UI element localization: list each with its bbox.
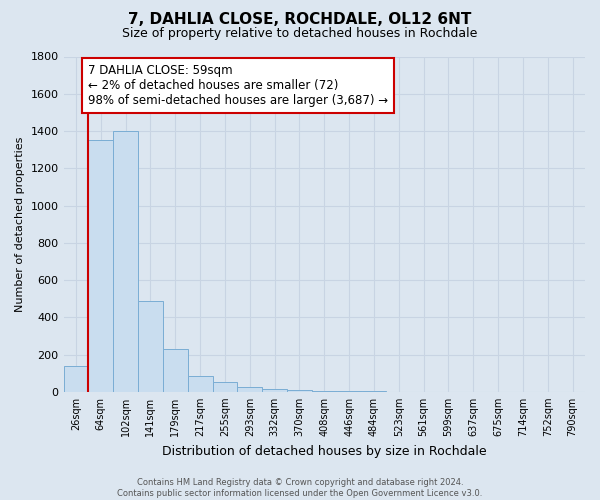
Bar: [262, 389, 287, 392]
Y-axis label: Number of detached properties: Number of detached properties: [15, 136, 25, 312]
Bar: [188, 376, 212, 392]
Bar: [312, 391, 337, 392]
Bar: [163, 349, 188, 392]
Bar: [238, 387, 262, 392]
Text: Contains HM Land Registry data © Crown copyright and database right 2024.
Contai: Contains HM Land Registry data © Crown c…: [118, 478, 482, 498]
Text: Size of property relative to detached houses in Rochdale: Size of property relative to detached ho…: [122, 28, 478, 40]
Bar: [64, 366, 88, 392]
Bar: [113, 131, 138, 392]
Text: 7, DAHLIA CLOSE, ROCHDALE, OL12 6NT: 7, DAHLIA CLOSE, ROCHDALE, OL12 6NT: [128, 12, 472, 28]
Bar: [138, 300, 163, 392]
X-axis label: Distribution of detached houses by size in Rochdale: Distribution of detached houses by size …: [162, 444, 487, 458]
Bar: [212, 382, 238, 392]
Bar: [88, 140, 113, 392]
Bar: [287, 390, 312, 392]
Text: 7 DAHLIA CLOSE: 59sqm
← 2% of detached houses are smaller (72)
98% of semi-detac: 7 DAHLIA CLOSE: 59sqm ← 2% of detached h…: [88, 64, 388, 107]
